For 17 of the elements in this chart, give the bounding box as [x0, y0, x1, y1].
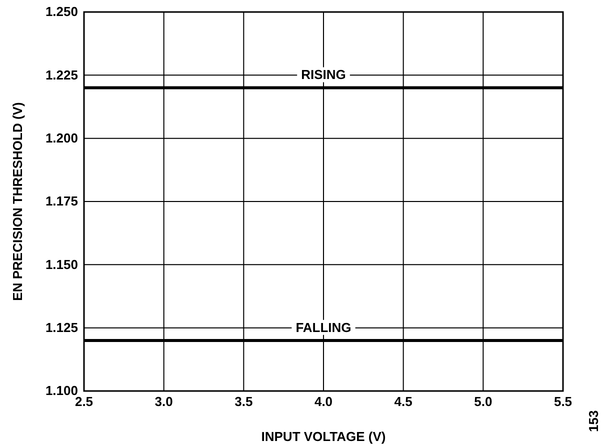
x-tick-label: 3.0 [154, 394, 173, 410]
x-axis-title: INPUT VOLTAGE (V) [261, 429, 386, 444]
text: 153 [586, 410, 601, 432]
series-label: FALLING [296, 320, 352, 335]
y-tick-label: 1.250 [45, 4, 78, 20]
y-tick-label: 1.175 [45, 194, 78, 209]
y-tick-label: 1.225 [45, 67, 78, 82]
y-tick-label: 1.150 [45, 256, 78, 272]
series-label: RISING [301, 67, 346, 82]
x-tick-label: 5.0 [474, 394, 492, 410]
x-tick-label: 3.5 [234, 394, 253, 410]
y-tick-label: 1.125 [45, 320, 78, 335]
y-tick-label: 1.200 [45, 130, 78, 146]
x-tick-label: 4.5 [394, 394, 412, 410]
x-tick-label: 5.5 [554, 394, 572, 410]
x-tick-label: 4.0 [314, 394, 333, 410]
y-axis-title: EN PRECISION THRESHOLD (V) [10, 102, 25, 301]
